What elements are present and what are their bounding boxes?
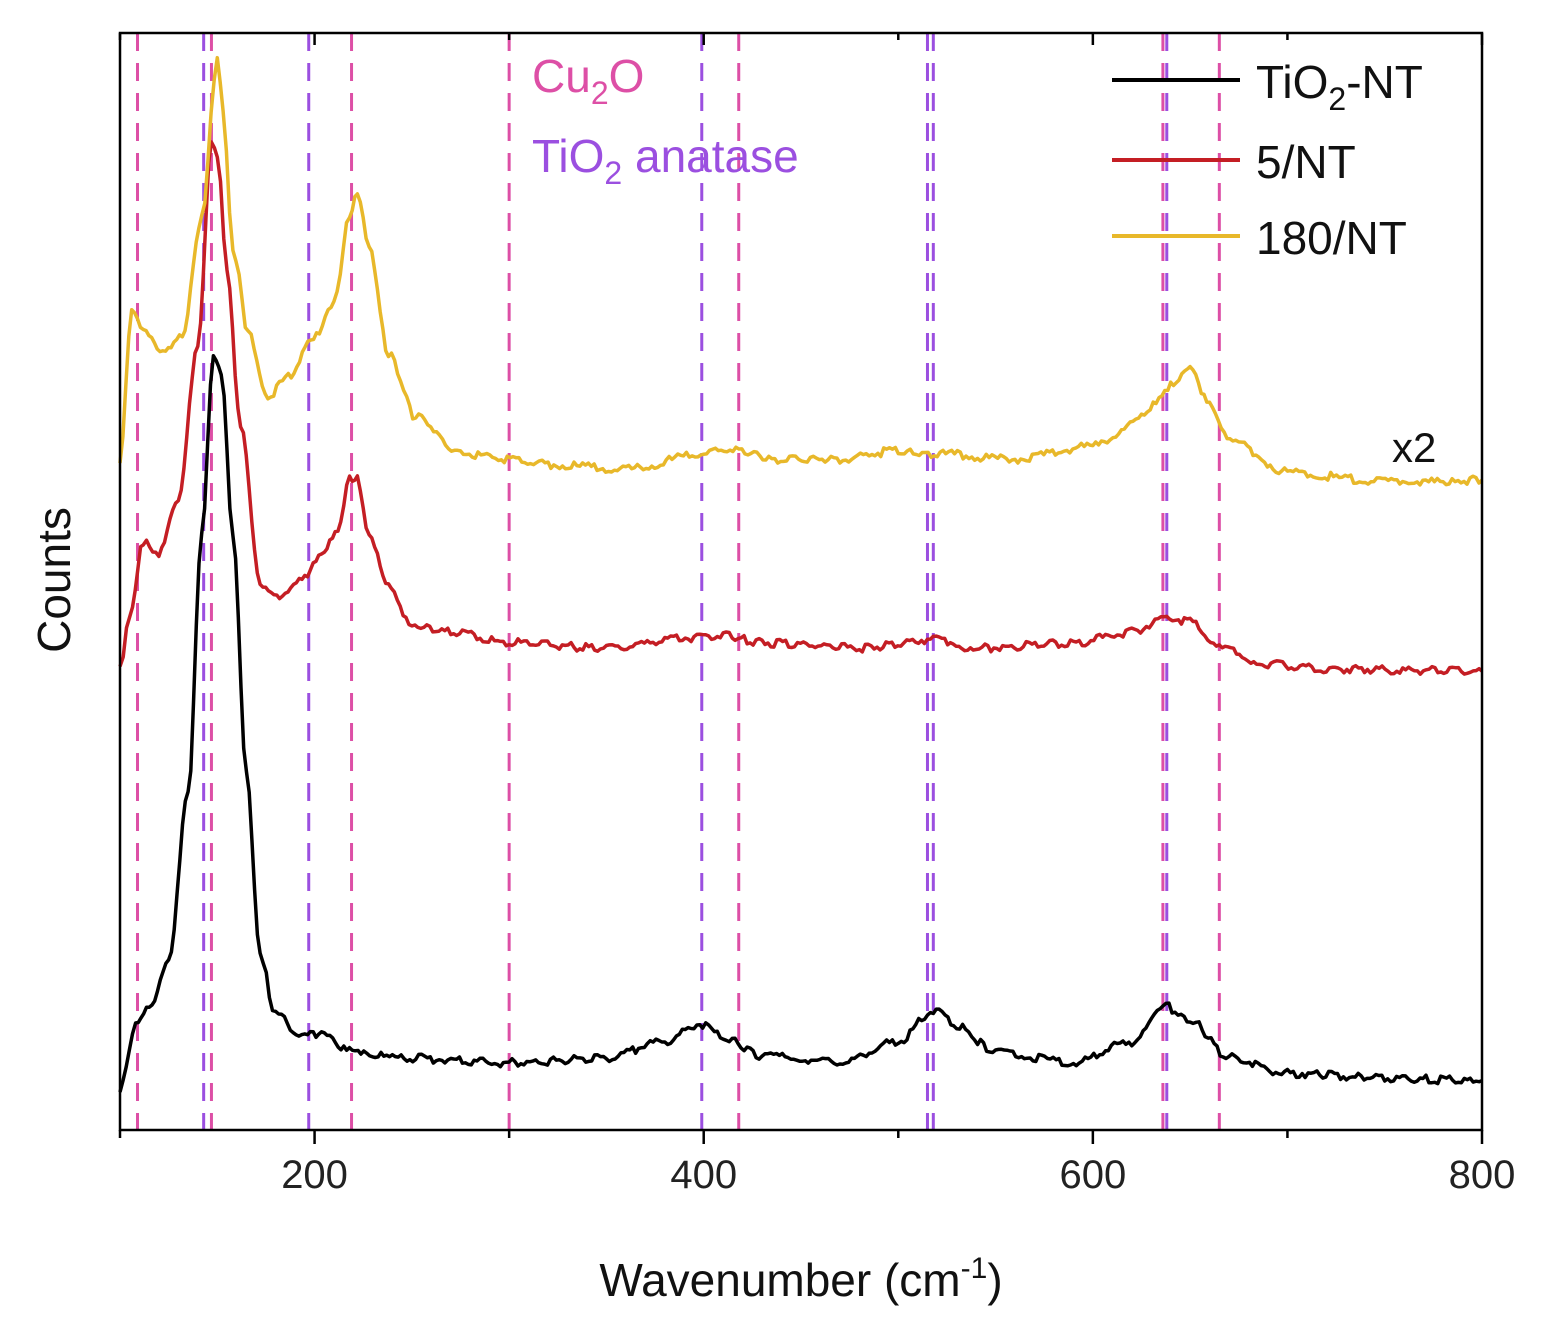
series-line-180-nt [118,55,1484,487]
x-tick-label-600: 600 [1059,1153,1126,1197]
x-axis-title-end: ) [987,1254,1002,1306]
scale-label: x2 [1392,424,1436,471]
x-axis-tick-labels: 200 400 600 800 [281,1153,1515,1197]
plot-frame [118,31,1484,1132]
annotation-cu2o-end: O [609,50,645,102]
legend-label-180-nt: 180/NT [1256,212,1407,264]
legend-label-tio2-nt: TiO2-NT [1256,56,1423,117]
legend-label-tio2-nt-sub: 2 [1328,81,1346,117]
series-line-5-nt [118,140,1484,676]
series-layer [118,55,1484,1093]
annotation-cu2o-sub: 2 [591,75,609,111]
x-tick-label-400: 400 [670,1153,737,1197]
annotation-tio2-anatase: TiO2 anatase [532,130,799,191]
annotation-tio2-sub: 2 [604,155,622,191]
x-tick-label-800: 800 [1449,1153,1516,1197]
x-axis-ticks [118,33,1484,1144]
annotation-tio2-end: anatase [622,130,798,182]
annotation-cu2o: Cu2O [532,50,644,111]
x-axis-title-sup: -1 [961,1252,988,1285]
x-axis-title: Wavenumber (cm-1) [599,1252,1002,1306]
series-line-tio2-nt [118,353,1483,1093]
legend-label-5-nt: 5/NT [1256,136,1356,188]
reference-lines [136,33,1221,1130]
y-axis-title: Counts [28,507,80,653]
legend: TiO2-NT 5/NT 180/NT [1112,56,1423,264]
x-tick-label-200: 200 [281,1153,348,1197]
legend-label-tio2-nt-end: -NT [1346,56,1423,108]
